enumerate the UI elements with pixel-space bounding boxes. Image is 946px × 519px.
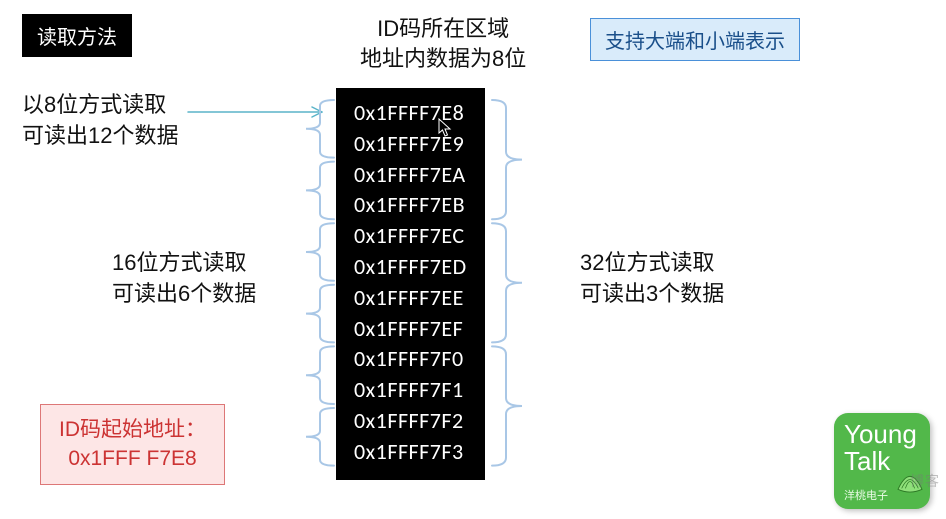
start-address-l1: ID码起始地址： [59,415,206,444]
address-row: 0x1FFFF7EF [354,314,467,345]
start-address-l2: 0x1FFF F7E8 [59,444,206,473]
address-row: 0x1FFFF7EB [354,190,467,221]
address-row: 0x1FFFF7F1 [354,375,467,406]
region-header: ID码所在区域 地址内数据为8位 [360,14,526,73]
annotation-16bit: 16位方式读取 可读出6个数据 [112,248,256,310]
address-row: 0x1FFFF7EA [354,160,467,191]
annotation-8bit: 以8位方式读取 可读出12个数据 [22,90,178,152]
annotation-16bit-l2: 可读出6个数据 [112,279,256,310]
address-row: 0x1FFFF7EE [354,283,467,314]
region-header-line2: 地址内数据为8位 [360,44,526,74]
annotation-32bit: 32位方式读取 可读出3个数据 [580,248,724,310]
annotation-8bit-l1: 以8位方式读取 [22,90,178,121]
address-row: 0x1FFFF7F2 [354,406,467,437]
address-list: 0x1FFFF7E80x1FFFF7E90x1FFFF7EA0x1FFFF7EB… [336,88,485,480]
logo-subtitle: 洋桃电子 [844,487,888,503]
youngtalk-logo: Young Talk 洋桃电子 [834,413,930,509]
read-method-badge: 读取方法 [22,14,132,57]
address-row: 0x1FFFF7E9 [354,129,467,160]
address-row: 0x1FFFF7E8 [354,98,467,129]
annotation-32bit-l1: 32位方式读取 [580,248,724,279]
endian-note-badge: 支持大端和小端表示 [590,18,800,61]
address-row: 0x1FFFF7ED [354,252,467,283]
start-address-box: ID码起始地址： 0x1FFF F7E8 [40,404,225,485]
region-header-line1: ID码所在区域 [360,14,526,44]
annotation-8bit-l2: 可读出12个数据 [22,121,178,152]
address-row: 0x1FFFF7F0 [354,344,467,375]
annotation-16bit-l1: 16位方式读取 [112,248,256,279]
address-row: 0x1FFFF7EC [354,221,467,252]
address-row: 0x1FFFF7F3 [354,437,467,468]
annotation-32bit-l2: 可读出3个数据 [580,279,724,310]
logo-line1: Young [844,421,920,447]
watermark: 博客 [910,471,940,491]
